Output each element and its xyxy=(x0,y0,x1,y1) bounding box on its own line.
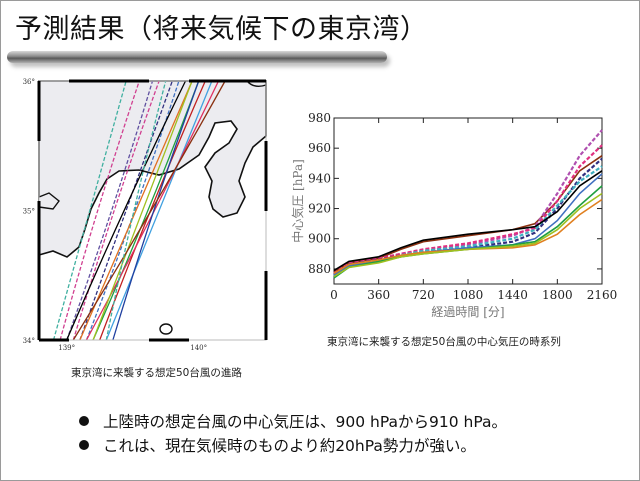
bullet-list: 上陸時の想定台風の中心気圧は、900 hPaから910 hPa。 これは、現在気… xyxy=(79,409,507,457)
y-tick-label: 940 xyxy=(308,171,331,185)
slide-title: 予測結果（将来気候下の東京湾） xyxy=(15,14,428,45)
x-tick-label: 1440 xyxy=(497,288,528,302)
y-tick-label: 960 xyxy=(308,141,331,155)
lat-tick-label: 35° xyxy=(23,208,35,216)
typhoon-track xyxy=(59,80,140,341)
pressure-time-series-chart: 880 900 920 940 960 980 0 360 720 1080 1440 1800 216… xyxy=(291,111,618,319)
typhoon-track xyxy=(85,80,180,341)
typhoon-track xyxy=(72,80,160,341)
typhoon-track xyxy=(105,80,213,341)
typhoon-track xyxy=(112,80,200,341)
typhoon-track xyxy=(105,80,167,341)
typhoon-track xyxy=(85,80,220,341)
typhoon-track-map: 34° 35° 36° 139° 140° xyxy=(23,78,268,352)
x-tick-label: 360 xyxy=(367,288,390,302)
bullet-item: 上陸時の想定台風の中心気圧は、900 hPaから910 hPa。 xyxy=(79,409,507,433)
y-tick-label: 900 xyxy=(308,232,331,246)
x-tick-label: 0 xyxy=(330,288,338,302)
title-underline-bar xyxy=(7,51,387,63)
series-line-track-c xyxy=(333,144,603,275)
lat-tick-label: 34° xyxy=(23,337,35,345)
y-tick-label: 880 xyxy=(308,262,331,276)
y-tick-label: 920 xyxy=(308,202,331,216)
bullet-text: 上陸時の想定台風の中心気圧は、900 hPaから910 hPa。 xyxy=(103,413,507,431)
y-axis-label: 中心気圧 [hPa] xyxy=(291,159,305,243)
typhoon-track xyxy=(52,80,127,341)
lon-tick-label: 140° xyxy=(190,344,207,352)
bullet-dot-icon xyxy=(79,440,89,450)
bullet-item: これは、現在気候時のものより約20hPa勢力が強い。 xyxy=(79,433,507,457)
x-axis-label: 経過時間 [分] xyxy=(431,305,504,319)
typhoon-track xyxy=(66,80,187,341)
x-tick-label: 1080 xyxy=(453,288,484,302)
x-tick-label: 2160 xyxy=(587,288,618,302)
lon-tick-label: 139° xyxy=(58,344,75,352)
island-coast xyxy=(159,323,173,335)
typhoon-track xyxy=(72,80,226,341)
typhoon-track xyxy=(92,80,200,341)
series-line-track-i xyxy=(333,170,603,272)
x-tick-label: 1800 xyxy=(542,288,573,302)
island-coast xyxy=(38,192,60,210)
y-tick-label: 980 xyxy=(308,111,331,125)
typhoon-track xyxy=(92,80,193,341)
x-tick-label: 720 xyxy=(412,288,435,302)
bullet-text: これは、現在気候時のものより約20hPa勢力が強い。 xyxy=(103,437,476,455)
map-caption: 東京湾に来襲する想定50台風の進路 xyxy=(71,367,242,379)
chart-caption: 東京湾に来襲する想定50台風の中心気圧の時系列 xyxy=(327,336,561,348)
series-line-track-j xyxy=(333,192,603,278)
bullet-dot-icon xyxy=(79,416,89,426)
lat-tick-label: 36° xyxy=(23,78,35,86)
